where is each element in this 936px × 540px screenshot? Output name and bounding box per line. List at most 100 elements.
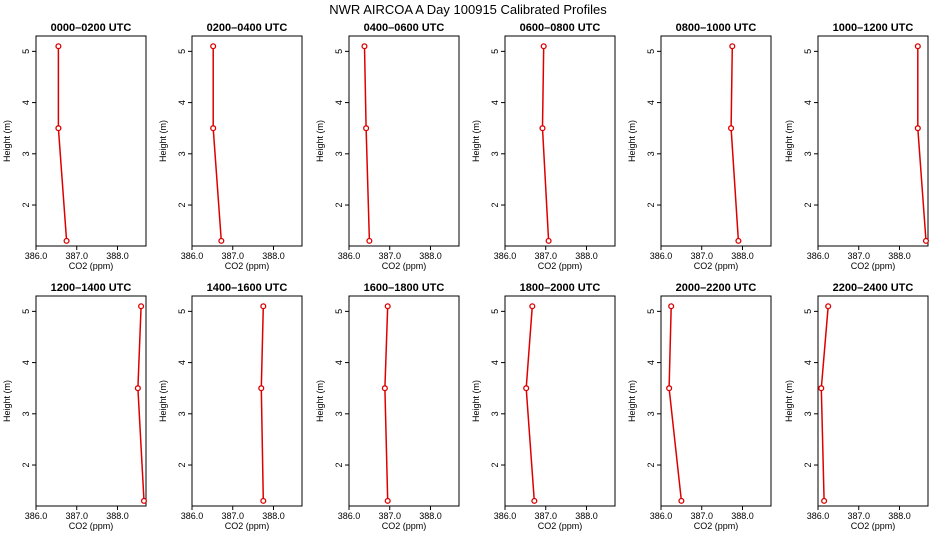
x-tick-label: 388.0 bbox=[419, 251, 442, 261]
x-tick-label: 388.0 bbox=[106, 511, 129, 521]
x-tick-label: 388.0 bbox=[575, 251, 598, 261]
y-tick-label: 2 bbox=[646, 463, 656, 468]
x-axis-label: CO2 (ppm) bbox=[225, 521, 270, 531]
y-tick-label: 2 bbox=[21, 203, 31, 208]
y-tick-label: 3 bbox=[21, 151, 31, 156]
panel-grid: 0000–0200 UTC 386.0 387.0 388.0 2 3 4 5 CO2 (ppm… bbox=[2, 22, 930, 531]
profile-panel: 0400–0600 UTC 386.0 387.0 388.0 2 3 4 5 CO2 (ppm… bbox=[315, 22, 460, 271]
y-tick-label: 3 bbox=[21, 411, 31, 416]
data-point bbox=[363, 125, 370, 132]
data-point bbox=[384, 303, 391, 310]
x-tick-label: 387.0 bbox=[378, 511, 401, 521]
panel-title: 1000–1200 UTC bbox=[833, 22, 914, 34]
panel-title: 0400–0600 UTC bbox=[364, 22, 445, 34]
profile-panel: 1200–1400 UTC 386.0 387.0 388.0 2 3 4 5 CO2 (ppm… bbox=[2, 282, 148, 531]
plot-frame bbox=[35, 295, 147, 507]
y-tick-label: 3 bbox=[177, 151, 187, 156]
data-point bbox=[728, 125, 735, 132]
panel-title: 1800–2000 UTC bbox=[520, 282, 601, 294]
x-tick-label: 387.0 bbox=[221, 251, 244, 261]
x-axis-label: CO2 (ppm) bbox=[382, 521, 427, 531]
x-tick-label: 388.0 bbox=[262, 251, 285, 261]
data-point bbox=[218, 237, 225, 244]
profile-line bbox=[730, 46, 740, 241]
y-tick-label: 4 bbox=[490, 360, 500, 365]
data-point bbox=[914, 125, 921, 132]
x-axis-label: CO2 (ppm) bbox=[538, 261, 583, 271]
x-axis-label: CO2 (ppm) bbox=[538, 521, 583, 531]
data-point bbox=[210, 43, 217, 50]
profile-line bbox=[525, 306, 536, 501]
x-tick-label: 386.0 bbox=[181, 511, 204, 521]
panel-title: 1600–1800 UTC bbox=[364, 282, 445, 294]
panel-title: 1400–1600 UTC bbox=[207, 282, 288, 294]
data-point bbox=[529, 303, 536, 310]
y-tick-label: 5 bbox=[803, 49, 813, 54]
profile-line bbox=[541, 46, 550, 241]
panel-title: 0800–1000 UTC bbox=[676, 22, 757, 34]
x-tick-label: 386.0 bbox=[25, 511, 48, 521]
profile-line bbox=[260, 306, 265, 501]
figure-title: NWR AIRCOA A Day 100915 Calibrated Profi… bbox=[329, 2, 607, 17]
x-axis-label: CO2 (ppm) bbox=[851, 261, 896, 271]
x-tick-label: 388.0 bbox=[888, 511, 911, 521]
data-point bbox=[381, 385, 388, 392]
x-tick-label: 387.0 bbox=[534, 511, 557, 521]
x-tick-label: 387.0 bbox=[690, 511, 713, 521]
profile-panel: 2000–2200 UTC 386.0 387.0 388.0 2 3 4 5 CO2 (ppm… bbox=[627, 282, 772, 531]
plot-frame bbox=[504, 295, 616, 507]
y-tick-label: 3 bbox=[646, 151, 656, 156]
y-tick-label: 2 bbox=[490, 203, 500, 208]
y-tick-label: 5 bbox=[334, 309, 344, 314]
y-tick-label: 3 bbox=[490, 411, 500, 416]
profile-panel: 1000–1200 UTC 386.0 387.0 388.0 2 3 4 5 CO2 (ppm… bbox=[784, 22, 930, 271]
profile-panel: 1400–1600 UTC 386.0 387.0 388.0 2 3 4 5 CO2 (ppm… bbox=[158, 282, 303, 531]
y-tick-label: 4 bbox=[21, 360, 31, 365]
y-tick-label: 3 bbox=[334, 151, 344, 156]
data-point bbox=[914, 43, 921, 50]
plot-frame bbox=[817, 295, 929, 507]
y-axis-label: Height (m) bbox=[627, 120, 637, 162]
y-tick-label: 3 bbox=[646, 411, 656, 416]
y-axis-label: Height (m) bbox=[2, 380, 12, 422]
x-tick-label: 387.0 bbox=[378, 251, 401, 261]
x-tick-label: 388.0 bbox=[262, 511, 285, 521]
y-tick-label: 2 bbox=[490, 463, 500, 468]
x-tick-label: 388.0 bbox=[575, 511, 598, 521]
profile-line bbox=[57, 46, 68, 241]
profile-line bbox=[212, 46, 223, 241]
x-axis-label: CO2 (ppm) bbox=[69, 521, 114, 531]
profile-line bbox=[384, 306, 389, 501]
x-tick-label: 387.0 bbox=[690, 251, 713, 261]
y-tick-label: 4 bbox=[334, 100, 344, 105]
data-point bbox=[260, 303, 267, 310]
data-point bbox=[531, 497, 538, 504]
data-point bbox=[735, 237, 742, 244]
x-tick-label: 388.0 bbox=[888, 251, 911, 261]
data-point bbox=[55, 43, 62, 50]
y-tick-label: 5 bbox=[803, 309, 813, 314]
x-tick-label: 387.0 bbox=[221, 511, 244, 521]
y-tick-label: 4 bbox=[177, 100, 187, 105]
x-tick-label: 387.0 bbox=[534, 251, 557, 261]
plot-frame bbox=[660, 35, 772, 247]
plot-frame bbox=[35, 35, 147, 247]
x-tick-label: 387.0 bbox=[65, 511, 88, 521]
x-axis-label: CO2 (ppm) bbox=[851, 521, 896, 531]
y-tick-label: 2 bbox=[177, 203, 187, 208]
x-axis-label: CO2 (ppm) bbox=[382, 261, 427, 271]
y-tick-label: 5 bbox=[334, 49, 344, 54]
profile-panel: 0000–0200 UTC 386.0 387.0 388.0 2 3 4 5 CO2 (ppm… bbox=[2, 22, 147, 271]
panel-title: 2200–2400 UTC bbox=[833, 282, 914, 294]
y-tick-label: 5 bbox=[490, 309, 500, 314]
x-tick-label: 386.0 bbox=[338, 511, 361, 521]
y-tick-label: 4 bbox=[646, 360, 656, 365]
data-point bbox=[539, 125, 546, 132]
y-axis-label: Height (m) bbox=[471, 380, 481, 422]
y-tick-label: 2 bbox=[177, 463, 187, 468]
y-tick-label: 3 bbox=[803, 411, 813, 416]
plot-frame bbox=[348, 295, 460, 507]
y-tick-label: 3 bbox=[177, 411, 187, 416]
y-tick-label: 4 bbox=[803, 360, 813, 365]
y-axis-label: Height (m) bbox=[315, 380, 325, 422]
